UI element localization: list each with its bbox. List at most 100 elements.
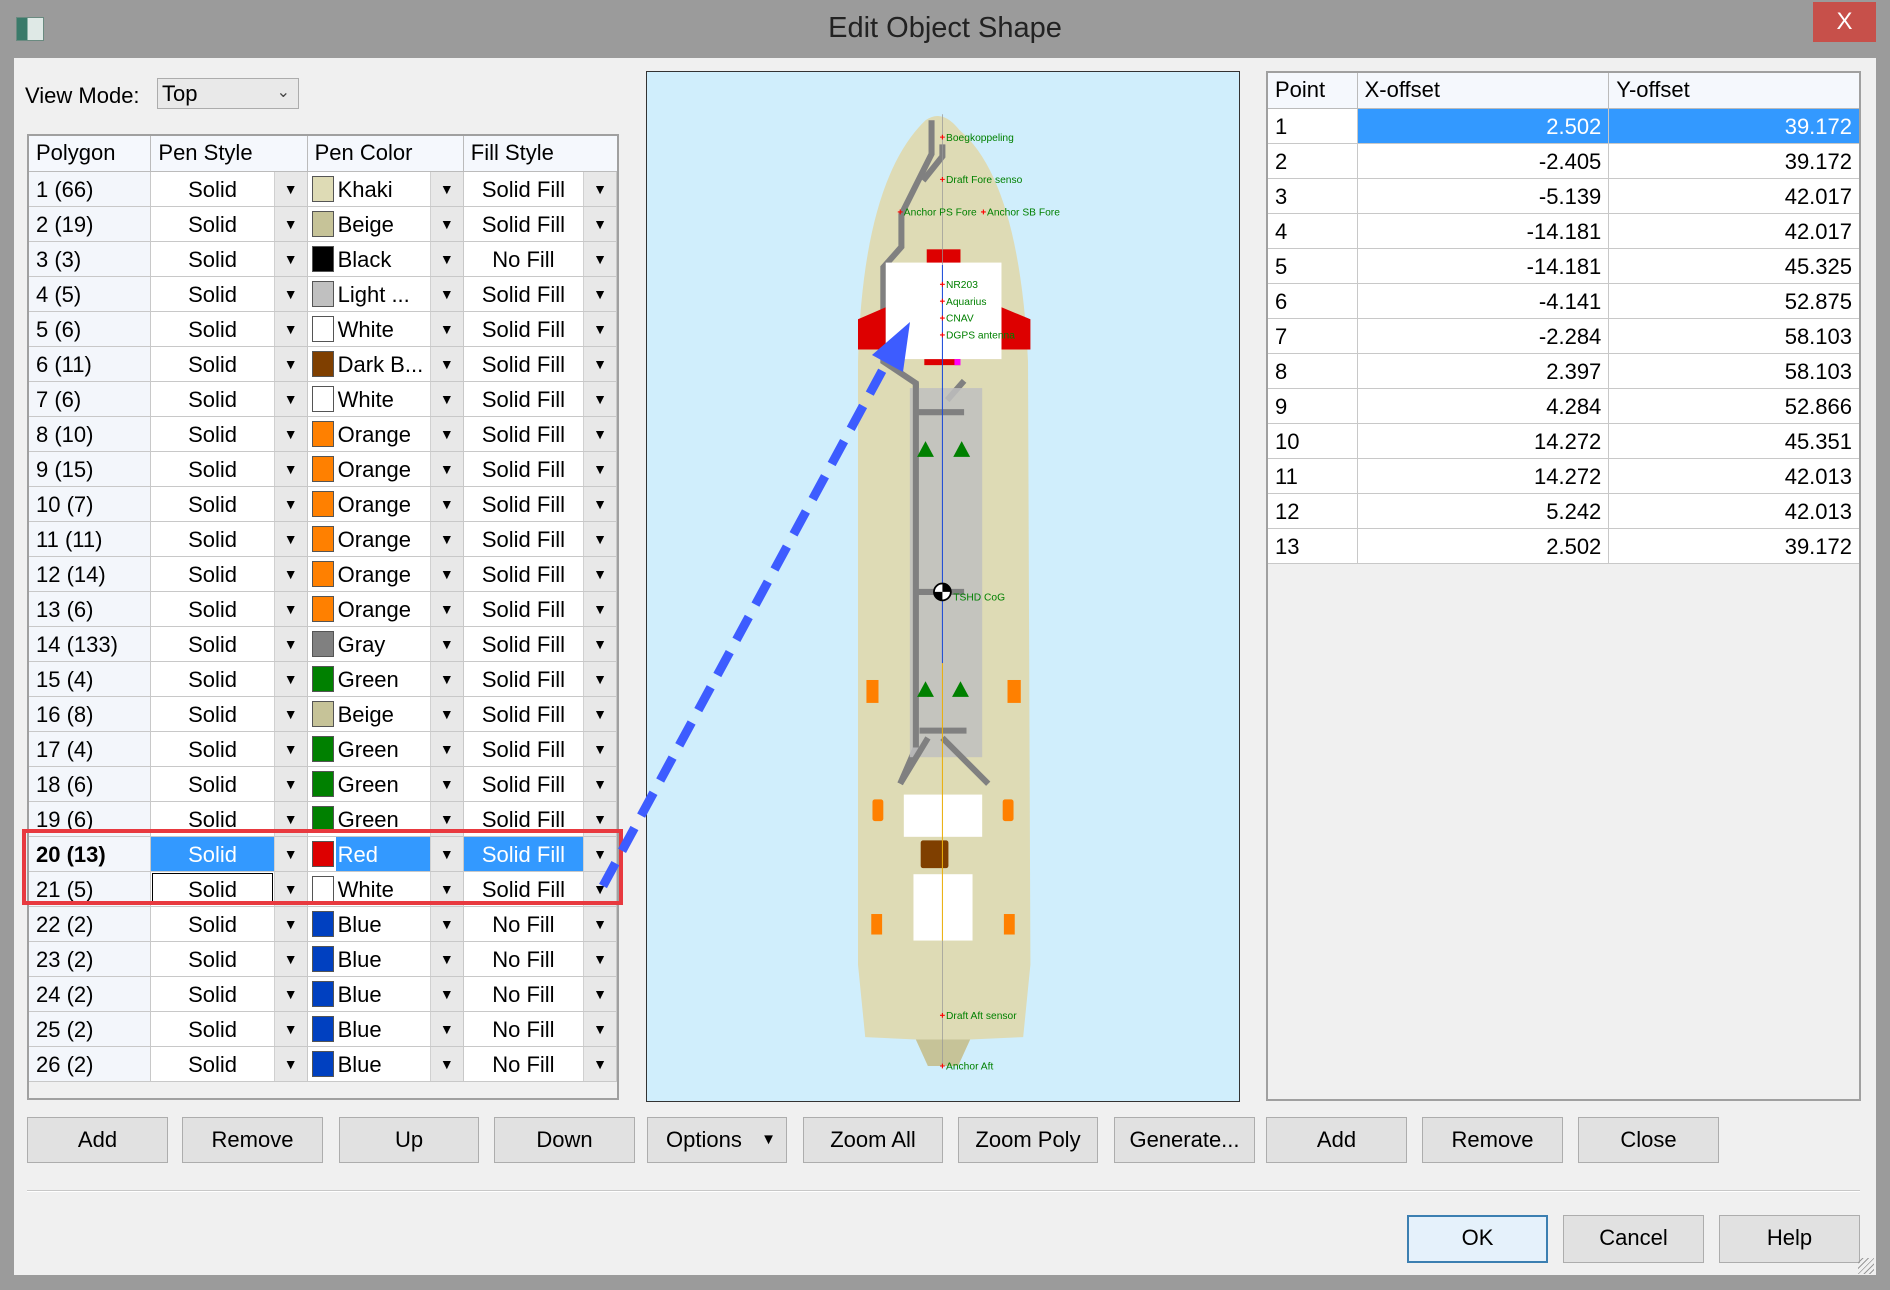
shape-preview-canvas[interactable]: Boegkoppeling Draft Fore senso Anchor PS…	[646, 71, 1240, 1102]
dropdown-arrow-icon[interactable]: ▼	[429, 942, 463, 976]
polygon-row[interactable]: 20 (13) Solid ▼ Red ▼ Solid Fill ▼	[29, 837, 617, 872]
fill-style-select[interactable]: No Fill ▼	[463, 942, 617, 976]
dropdown-arrow-icon[interactable]: ▼	[429, 242, 463, 276]
polygon-row[interactable]: 9 (15) Solid ▼ Orange ▼ Solid Fill ▼	[29, 452, 617, 487]
move-up-button[interactable]: Up	[339, 1117, 479, 1163]
dropdown-arrow-icon[interactable]: ▼	[583, 767, 617, 801]
resize-grip[interactable]	[1858, 1258, 1874, 1274]
pen-style-select[interactable]: Solid ▼	[151, 207, 308, 241]
close-polygon-button[interactable]: Close	[1578, 1117, 1719, 1163]
polygon-cell[interactable]: 13 (6)	[29, 592, 152, 626]
dropdown-arrow-icon[interactable]: ▼	[583, 557, 617, 591]
pen-color-select[interactable]: Blue ▼	[307, 907, 464, 941]
pen-style-select[interactable]: Solid ▼	[151, 907, 308, 941]
pen-style-select[interactable]: Solid ▼	[151, 277, 308, 311]
dropdown-arrow-icon[interactable]: ▼	[273, 347, 307, 381]
y-offset-cell[interactable]: 45.351	[1784, 429, 1852, 454]
dropdown-arrow-icon[interactable]: ▼	[273, 627, 307, 661]
header-y-offset[interactable]: Y-offset	[1616, 77, 1690, 102]
pen-color-select[interactable]: Khaki ▼	[307, 172, 464, 206]
x-offset-cell[interactable]: -2.284	[1358, 319, 1610, 353]
polygon-cell[interactable]: 3 (3)	[29, 242, 152, 276]
polygon-row[interactable]: 5 (6) Solid ▼ White ▼ Solid Fill ▼	[29, 312, 617, 347]
polygon-cell[interactable]: 6 (11)	[29, 347, 152, 381]
pen-style-select[interactable]: Solid ▼	[151, 242, 308, 276]
dropdown-arrow-icon[interactable]: ▼	[273, 242, 307, 276]
polygon-row[interactable]: 26 (2) Solid ▼ Blue ▼ No Fill ▼	[29, 1047, 617, 1082]
dropdown-arrow-icon[interactable]: ▼	[429, 872, 463, 906]
x-offset-cell[interactable]: 14.272	[1358, 424, 1610, 458]
pen-style-select[interactable]: Solid ▼	[151, 732, 308, 766]
fill-style-select[interactable]: Solid Fill ▼	[463, 662, 617, 696]
dropdown-arrow-icon[interactable]: ▼	[583, 662, 617, 696]
x-offset-cell[interactable]: -2.405	[1358, 144, 1610, 178]
dropdown-arrow-icon[interactable]: ▼	[583, 172, 617, 206]
pen-style-select[interactable]: Solid ▼	[151, 452, 308, 486]
dropdown-arrow-icon[interactable]: ▼	[273, 382, 307, 416]
polygon-row[interactable]: 3 (3) Solid ▼ Black ▼ No Fill ▼	[29, 242, 617, 277]
x-offset-cell[interactable]: -4.141	[1358, 284, 1610, 318]
polygon-cell[interactable]: 11 (11)	[29, 522, 152, 556]
dropdown-arrow-icon[interactable]: ▼	[273, 592, 307, 626]
dropdown-arrow-icon[interactable]: ▼	[429, 417, 463, 451]
y-offset-cell[interactable]: 58.103	[1784, 359, 1852, 384]
pen-color-select[interactable]: Green ▼	[307, 732, 464, 766]
point-row[interactable]: 2 -2.405 39.172	[1268, 144, 1859, 179]
pen-style-select[interactable]: Solid ▼	[151, 522, 308, 556]
fill-style-select[interactable]: No Fill ▼	[463, 907, 617, 941]
point-row[interactable]: 13 2.502 39.172	[1268, 529, 1859, 564]
pen-color-select[interactable]: Blue ▼	[307, 977, 464, 1011]
pen-color-select[interactable]: Gray ▼	[307, 627, 464, 661]
dropdown-arrow-icon[interactable]: ▼	[429, 1047, 463, 1081]
dropdown-arrow-icon[interactable]: ▼	[583, 1047, 617, 1081]
pen-color-select[interactable]: Orange ▼	[307, 417, 464, 451]
point-row[interactable]: 8 2.397 58.103	[1268, 354, 1859, 389]
dropdown-arrow-icon[interactable]: ▼	[273, 172, 307, 206]
polygon-cell[interactable]: 23 (2)	[29, 942, 152, 976]
y-offset-cell[interactable]: 42.017	[1784, 219, 1852, 244]
dropdown-arrow-icon[interactable]: ▼	[429, 732, 463, 766]
pen-style-select[interactable]: Solid ▼	[151, 382, 308, 416]
point-row[interactable]: 5 -14.181 45.325	[1268, 249, 1859, 284]
polygon-cell[interactable]: 10 (7)	[29, 487, 152, 521]
polygon-row[interactable]: 2 (19) Solid ▼ Beige ▼ Solid Fill ▼	[29, 207, 617, 242]
pen-style-select[interactable]: Solid ▼	[151, 872, 308, 906]
polygon-row[interactable]: 4 (5) Solid ▼ Light ... ▼ Solid Fill ▼	[29, 277, 617, 312]
x-offset-cell[interactable]: -5.139	[1358, 179, 1610, 213]
dropdown-arrow-icon[interactable]: ▼	[583, 382, 617, 416]
dropdown-arrow-icon[interactable]: ▼	[583, 417, 617, 451]
dropdown-arrow-icon[interactable]: ▼	[429, 277, 463, 311]
dropdown-arrow-icon[interactable]: ▼	[583, 942, 617, 976]
dropdown-arrow-icon[interactable]: ▼	[273, 207, 307, 241]
fill-style-select[interactable]: No Fill ▼	[463, 977, 617, 1011]
polygon-row[interactable]: 17 (4) Solid ▼ Green ▼ Solid Fill ▼	[29, 732, 617, 767]
pen-style-select[interactable]: Solid ▼	[151, 1047, 308, 1081]
polygon-cell[interactable]: 2 (19)	[29, 207, 152, 241]
polygon-row[interactable]: 22 (2) Solid ▼ Blue ▼ No Fill ▼	[29, 907, 617, 942]
pen-color-select[interactable]: Orange ▼	[307, 592, 464, 626]
dropdown-arrow-icon[interactable]: ▼	[429, 522, 463, 556]
pen-style-select[interactable]: Solid ▼	[151, 837, 308, 871]
fill-style-select[interactable]: Solid Fill ▼	[463, 627, 617, 661]
dropdown-arrow-icon[interactable]: ▼	[583, 732, 617, 766]
dropdown-arrow-icon[interactable]: ▼	[273, 417, 307, 451]
y-offset-cell[interactable]: 39.172	[1784, 149, 1852, 174]
dropdown-arrow-icon[interactable]: ▼	[583, 452, 617, 486]
dropdown-arrow-icon[interactable]: ▼	[273, 1012, 307, 1046]
x-offset-cell[interactable]: 5.242	[1358, 494, 1610, 528]
pen-style-select[interactable]: Solid ▼	[151, 172, 308, 206]
polygon-cell[interactable]: 21 (5)	[29, 872, 152, 906]
pen-style-select[interactable]: Solid ▼	[151, 592, 308, 626]
header-pen-style[interactable]: Pen Style	[151, 136, 308, 171]
point-row[interactable]: 7 -2.284 58.103	[1268, 319, 1859, 354]
pen-style-select[interactable]: Solid ▼	[151, 1012, 308, 1046]
dropdown-arrow-icon[interactable]: ▼	[273, 907, 307, 941]
pen-color-select[interactable]: Light ... ▼	[307, 277, 464, 311]
dropdown-arrow-icon[interactable]: ▼	[429, 977, 463, 1011]
polygon-row[interactable]: 1 (66) Solid ▼ Khaki ▼ Solid Fill ▼	[29, 172, 617, 207]
point-row[interactable]: 11 14.272 42.013	[1268, 459, 1859, 494]
dropdown-arrow-icon[interactable]: ▼	[429, 347, 463, 381]
help-button[interactable]: Help	[1719, 1215, 1860, 1263]
y-offset-cell[interactable]: 45.325	[1784, 254, 1852, 279]
view-mode-select[interactable]: Top ⌄	[157, 78, 299, 109]
